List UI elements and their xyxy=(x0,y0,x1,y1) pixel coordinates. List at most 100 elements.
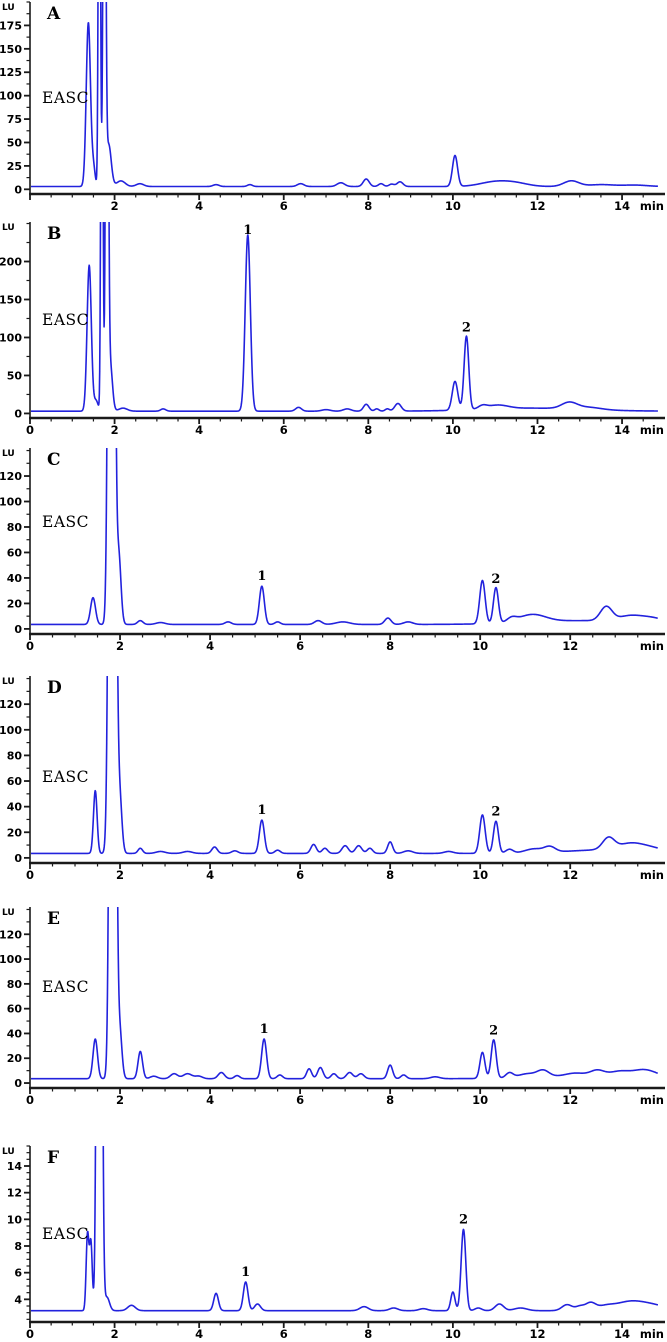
y-tick-label: 60 xyxy=(7,1003,23,1016)
y-tick-label: 40 xyxy=(7,572,23,585)
y-tick-label: 100 xyxy=(0,496,22,509)
chromatogram-trace xyxy=(31,1146,658,1312)
x-tick-label: 4 xyxy=(206,639,214,653)
x-tick-label: 14 xyxy=(614,423,630,437)
peak-label: 2 xyxy=(489,1023,498,1038)
y-tick-label: 8 xyxy=(14,1240,22,1253)
peak-label: 1 xyxy=(257,569,266,584)
x-tick-label: 4 xyxy=(195,1327,203,1341)
x-tick-label: 14 xyxy=(614,1327,630,1341)
peak-label: 2 xyxy=(459,1212,468,1227)
x-tick-label: 8 xyxy=(364,423,372,437)
y-tick-label: 10 xyxy=(7,1213,23,1226)
y-tick-label: 100 xyxy=(0,724,22,737)
x-tick-label: 2 xyxy=(111,423,119,437)
x-tick-label: 10 xyxy=(472,868,488,882)
chromatogram-panel-f: 0 2 4 6 8 10 12 14 min 4 6 8 10 12 14 LU 1 2 F EASC xyxy=(0,1110,667,1342)
sample-label: EASC xyxy=(42,1225,89,1243)
y-tick-label: 0 xyxy=(14,852,22,865)
x-tick-label: 6 xyxy=(280,199,288,213)
x-tick-label: 6 xyxy=(296,1093,304,1107)
peak-label: 1 xyxy=(260,1022,269,1037)
x-tick-label: 6 xyxy=(280,1327,288,1341)
y-tick-label: 120 xyxy=(0,928,22,941)
chromatogram-trace xyxy=(31,676,658,855)
y-tick-label: 20 xyxy=(7,1052,23,1065)
x-tick-label: 10 xyxy=(445,1327,461,1341)
y-tick-label: 125 xyxy=(0,66,22,79)
chromatogram-panel-d: 0 2 4 6 8 10 12 min 0 20 40 60 80 100 120 LU 1 2 D EASC xyxy=(0,660,667,885)
x-tick-label: 10 xyxy=(472,639,488,653)
peak-label: 2 xyxy=(491,572,500,587)
peak-label: 2 xyxy=(462,320,471,335)
sample-label: EASC xyxy=(42,513,89,532)
sample-label: EASC xyxy=(42,89,89,107)
x-tick-label: 2 xyxy=(116,1093,124,1107)
y-tick-label: 20 xyxy=(7,597,23,610)
x-tick-label: 4 xyxy=(195,199,203,213)
panel-letter: D xyxy=(47,678,62,698)
y-tick-label: 14 xyxy=(7,1160,23,1173)
y-tick-label: 0 xyxy=(14,183,22,196)
chromatogram-trace xyxy=(31,2,658,188)
chromatogram-panel-a: 2 4 6 8 10 12 14 min 0 25 50 75 100 125 150 175 LU A EAS… xyxy=(0,0,667,218)
chromatogram-plot-a: 2 4 6 8 10 12 14 min 0 25 50 75 100 125 150 175 LU xyxy=(0,1,665,213)
x-tick-label: 8 xyxy=(386,1093,394,1107)
x-tick-label: 10 xyxy=(445,199,461,213)
x-axis-unit: min xyxy=(640,868,664,882)
x-tick-label: 0 xyxy=(26,423,34,437)
y-tick-label: 25 xyxy=(7,160,22,173)
y-tick-label: 50 xyxy=(7,369,23,382)
y-axis-unit: LU xyxy=(2,908,15,918)
x-tick-label: 8 xyxy=(364,199,372,213)
y-tick-label: 6 xyxy=(14,1267,22,1280)
x-tick-label: 4 xyxy=(195,423,203,437)
y-tick-label: 0 xyxy=(14,623,22,636)
y-tick-label: 200 xyxy=(0,256,22,269)
chromatogram-panel-e: 0 2 4 6 8 10 12 min 0 20 40 60 80 100 120 LU 1 2 E EASC xyxy=(0,885,667,1110)
x-tick-label: 12 xyxy=(562,639,578,653)
y-tick-label: 120 xyxy=(0,698,22,711)
x-tick-label: 4 xyxy=(206,868,214,882)
x-tick-label: 4 xyxy=(206,1093,214,1107)
peak-label: 1 xyxy=(243,223,252,238)
x-tick-label: 14 xyxy=(614,199,630,213)
chromatogram-trace xyxy=(31,448,658,626)
y-tick-label: 20 xyxy=(7,826,23,839)
x-tick-label: 12 xyxy=(562,1093,578,1107)
x-tick-label: 12 xyxy=(562,868,578,882)
x-tick-label: 0 xyxy=(26,1093,34,1107)
x-tick-label: 10 xyxy=(445,423,461,437)
x-tick-label: 6 xyxy=(296,639,304,653)
x-tick-label: 12 xyxy=(529,423,545,437)
y-axis-unit: LU xyxy=(2,3,15,13)
y-tick-label: 50 xyxy=(7,136,23,149)
panel-letter: F xyxy=(47,1148,60,1168)
y-tick-label: 80 xyxy=(7,521,23,534)
chromatogram-trace xyxy=(31,907,658,1080)
y-tick-label: 175 xyxy=(0,19,22,32)
y-axis-unit: LU xyxy=(2,1147,15,1157)
sample-label: EASC xyxy=(42,767,89,786)
x-tick-label: 0 xyxy=(26,868,34,882)
y-tick-label: 40 xyxy=(7,1027,23,1040)
y-tick-label: 0 xyxy=(14,1077,22,1090)
x-tick-label: 2 xyxy=(111,199,119,213)
x-tick-label: 8 xyxy=(364,1327,372,1341)
y-tick-label: 80 xyxy=(7,749,23,762)
x-tick-label: 2 xyxy=(116,868,124,882)
y-tick-label: 60 xyxy=(7,775,23,788)
panel-letter: E xyxy=(47,909,60,929)
sample-label: EASC xyxy=(42,977,89,996)
x-axis-unit: min xyxy=(640,639,664,653)
x-tick-label: 2 xyxy=(111,1327,119,1341)
x-axis-unit: min xyxy=(640,1327,664,1341)
x-axis-unit: min xyxy=(640,199,664,213)
x-tick-label: 0 xyxy=(26,639,34,653)
x-tick-label: 12 xyxy=(529,199,545,213)
y-tick-label: 80 xyxy=(7,978,23,991)
peak-label: 1 xyxy=(257,803,266,818)
